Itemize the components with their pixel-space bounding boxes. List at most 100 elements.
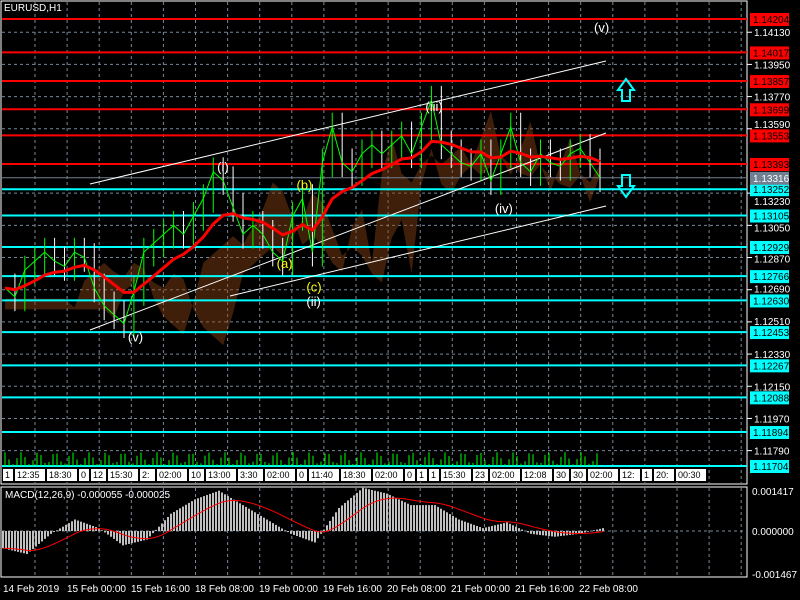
support-level-label: 1.12088 bbox=[753, 393, 790, 404]
time-tag-bg bbox=[429, 469, 439, 481]
time-tag: 23 bbox=[475, 470, 485, 480]
current-price-label: 1.13316 bbox=[753, 174, 790, 185]
time-tag: 11:40 bbox=[311, 470, 333, 480]
support-level-label: 1.12267 bbox=[753, 361, 790, 372]
macd-panel-frame bbox=[0, 486, 748, 578]
y-tick-label: 1.12330 bbox=[754, 350, 791, 361]
y-tick-label: 1.12510 bbox=[754, 317, 791, 328]
time-tag-bg bbox=[157, 469, 187, 481]
moving-average-line bbox=[4, 139, 601, 294]
macd-axis-label: 0.000000 bbox=[752, 527, 794, 538]
time-tag-bg bbox=[265, 469, 295, 481]
support-level-label: 1.11894 bbox=[753, 428, 789, 439]
support-level-label: 1.11704 bbox=[753, 462, 789, 473]
time-tag-bg bbox=[417, 469, 427, 481]
support-level-label: 1.12630 bbox=[753, 296, 790, 307]
time-tag: 30 bbox=[573, 470, 583, 480]
y-tick-label: 1.13230 bbox=[754, 197, 791, 208]
time-tag: 0 bbox=[407, 470, 412, 480]
time-tag-bg bbox=[47, 469, 77, 481]
time-tag: 12: bbox=[622, 470, 635, 480]
channel-upper-line bbox=[89, 60, 607, 185]
resistance-level-label: 1.13553 bbox=[753, 131, 790, 142]
time-tag: 18:30 bbox=[343, 470, 366, 480]
resistance-level-label: 1.13393 bbox=[753, 160, 790, 171]
channel-support-line bbox=[229, 205, 607, 297]
time-tag-bg bbox=[473, 469, 488, 481]
time-tag-bg bbox=[297, 469, 307, 481]
time-tag: 15:30 bbox=[443, 470, 466, 480]
support-level-label-bg bbox=[750, 270, 789, 284]
support-level-label: 1.13105 bbox=[753, 212, 790, 223]
time-tag-bg bbox=[108, 469, 138, 481]
wave-label: (iii) bbox=[425, 99, 442, 114]
wave-label: (a) bbox=[277, 256, 293, 271]
x-tick-label: 15 Feb 16:00 bbox=[131, 584, 190, 595]
resistance-level-label-bg bbox=[750, 158, 789, 172]
x-tick-label: 22 Feb 08:00 bbox=[579, 584, 638, 595]
macd-title: MACD(12,26,9) -0.000055 -0.000025 bbox=[5, 490, 171, 501]
time-tag-bg bbox=[189, 469, 204, 481]
support-level-label-bg bbox=[750, 326, 789, 340]
time-tag-bg bbox=[238, 469, 263, 481]
arrow-up-icon bbox=[616, 77, 636, 102]
support-level-label: 1.12929 bbox=[753, 243, 790, 254]
y-tick-label: 1.14130 bbox=[754, 28, 791, 39]
x-tick-label: 19 Feb 16:00 bbox=[323, 584, 382, 595]
time-tag-bg bbox=[654, 469, 674, 481]
support-level-label: 1.12453 bbox=[753, 328, 790, 339]
time-tag-bg bbox=[206, 469, 236, 481]
x-tick-label: 21 Feb 00:00 bbox=[451, 584, 510, 595]
x-tick-label: 21 Feb 16:00 bbox=[515, 584, 574, 595]
y-tick-label: 1.11970 bbox=[754, 414, 790, 425]
y-tick-label: 1.12870 bbox=[754, 255, 791, 266]
time-tag-bg bbox=[15, 469, 45, 481]
y-tick-label: 1.13590 bbox=[754, 120, 791, 131]
macd-signal-line bbox=[2, 497, 604, 551]
y-tick-label: 1.13770 bbox=[754, 93, 791, 104]
time-tag: 15:30 bbox=[110, 470, 133, 480]
support-level-label-bg bbox=[750, 426, 789, 440]
time-tag: 0 bbox=[299, 470, 304, 480]
arrow-down-icon bbox=[616, 174, 636, 199]
time-tag-bg bbox=[91, 469, 106, 481]
wave-label: (ii) bbox=[306, 294, 320, 309]
time-tag: 12:35 bbox=[17, 470, 40, 480]
time-tag-bg bbox=[341, 469, 371, 481]
support-level-label: 1.13252 bbox=[753, 185, 790, 196]
time-tag-bg bbox=[571, 469, 586, 481]
support-level-label-bg bbox=[750, 391, 789, 405]
y-tick-label: 1.13050 bbox=[754, 223, 791, 234]
resistance-level-label: 1.13699 bbox=[753, 105, 790, 116]
time-tag: 02:00 bbox=[375, 470, 398, 480]
wave-label: (iv) bbox=[495, 201, 513, 216]
time-tag: 1 bbox=[419, 470, 424, 480]
time-tag: 02:00 bbox=[590, 470, 613, 480]
wave-label: (b) bbox=[297, 178, 313, 193]
wave-label: (c) bbox=[306, 279, 321, 294]
time-tag: 02:00 bbox=[492, 470, 515, 480]
support-level-label-bg bbox=[750, 183, 789, 197]
y-tick-label: 1.12690 bbox=[754, 285, 791, 296]
y-tick-label: 1.13950 bbox=[754, 60, 791, 71]
time-tag: 3:30 bbox=[240, 470, 258, 480]
time-tag: 0 bbox=[81, 470, 86, 480]
x-tick-label: 18 Feb 08:00 bbox=[195, 584, 254, 595]
x-tick-label: 14 Feb 2019 bbox=[3, 584, 60, 595]
x-tick-label: 15 Feb 00:00 bbox=[67, 584, 126, 595]
resistance-level-label-bg bbox=[750, 46, 789, 60]
wave-label: (i) bbox=[217, 160, 229, 175]
time-tag: 13:00 bbox=[208, 470, 231, 480]
support-level-label-bg bbox=[750, 209, 789, 223]
time-tag: 1 bbox=[431, 470, 436, 480]
support-level-label-bg bbox=[750, 460, 789, 473]
time-tag-bg bbox=[522, 469, 552, 481]
price-panel-frame bbox=[0, 0, 748, 485]
time-tag: 1 bbox=[5, 470, 10, 480]
wave-label: (v) bbox=[128, 330, 143, 345]
time-tag: 12:08 bbox=[524, 470, 547, 480]
time-tag: 00:30 bbox=[678, 470, 701, 480]
resistance-level-label-bg bbox=[750, 129, 789, 143]
x-tick-label: 19 Feb 00:00 bbox=[259, 584, 318, 595]
